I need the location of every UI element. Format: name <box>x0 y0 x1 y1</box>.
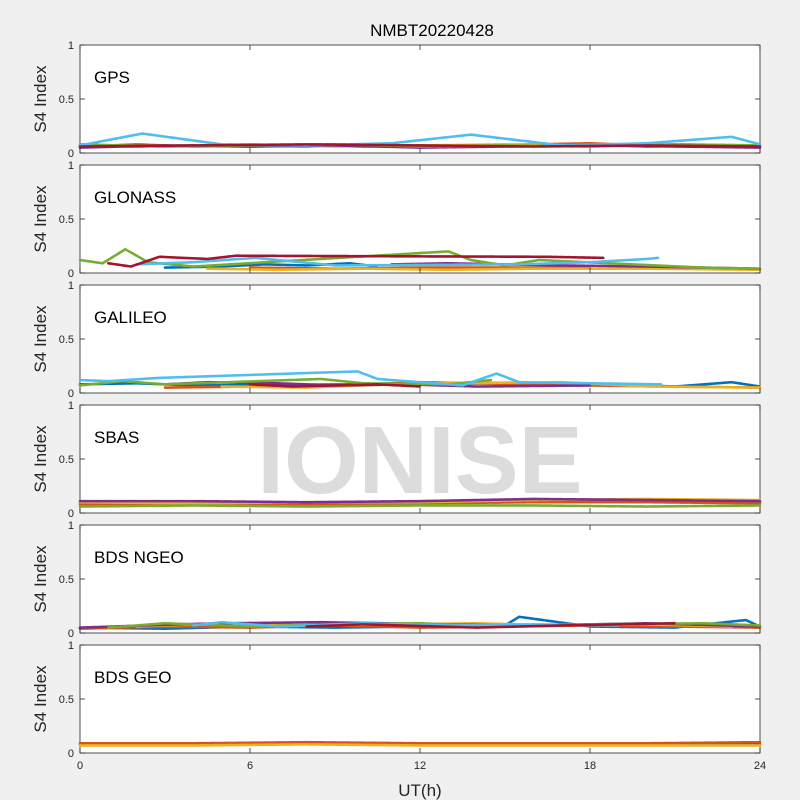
series-line <box>305 621 677 629</box>
y-tick-label: 0 <box>68 628 74 640</box>
plot-area <box>79 524 761 634</box>
series-line <box>78 743 762 747</box>
panel-bds-geo: 0 0.5 1 0 6 12 18 24 BDS GEO S4 Index <box>31 640 766 772</box>
series-line <box>206 267 762 272</box>
panel-label: GLONASS <box>94 188 176 207</box>
y-tick-label: 0 <box>68 388 74 400</box>
y-axis-label: S4 Index <box>31 65 50 133</box>
y-tick-label: 0.5 <box>59 94 74 106</box>
y-tick-label: 0.5 <box>59 334 74 346</box>
panel-gps: 0 0.5 1 GPS S4 Index <box>31 40 762 160</box>
panel-glonass: 0 0.5 1 GLONASS S4 Index <box>31 160 762 280</box>
panel-bds-ngeo: 0 0.5 1 BDS NGEO S4 Index <box>31 520 762 640</box>
series-line <box>78 740 762 745</box>
panel-galileo: 0 0.5 1 GALILEO S4 Index <box>31 280 762 400</box>
y-tick-label: 1 <box>68 40 74 52</box>
y-tick-label: 0.5 <box>59 454 74 466</box>
watermark-text: IONISE <box>257 407 582 514</box>
y-axis-label: S4 Index <box>31 545 50 613</box>
series-line <box>78 497 762 504</box>
panels: 0 0.5 1 GPS S4 Index 0 0.5 1 GLONASS S4 Index 0 0.5… <box>31 40 766 772</box>
panel-label: GALILEO <box>94 308 167 327</box>
y-axis-label: S4 Index <box>31 305 50 373</box>
y-axis-label: S4 Index <box>31 185 50 253</box>
x-axis-label: UT(h) <box>398 781 441 800</box>
panel-sbas: IONISE 0 0.5 1 SBAS S4 Index <box>31 400 762 520</box>
y-tick-label: 1 <box>68 280 74 292</box>
plot-area <box>79 644 761 754</box>
series-line <box>78 132 762 147</box>
series-line <box>135 256 660 267</box>
panel-label: BDS GEO <box>94 668 171 687</box>
y-tick-label: 1 <box>68 160 74 172</box>
panel-label: GPS <box>94 68 130 87</box>
x-tick-label: 24 <box>754 760 766 772</box>
y-tick-label: 0.5 <box>59 214 74 226</box>
plot-area <box>79 44 761 154</box>
y-axis-label: S4 Index <box>31 425 50 493</box>
series-line <box>107 254 606 268</box>
chart-title: NMBT20220428 <box>370 21 494 40</box>
series-line <box>78 143 762 148</box>
plot-area <box>79 164 761 274</box>
panel-label: BDS NGEO <box>94 548 184 567</box>
y-tick-label: 0.5 <box>59 574 74 586</box>
x-tick-label: 0 <box>77 760 83 772</box>
y-tick-label: 0.5 <box>59 694 74 706</box>
plot-area <box>79 404 761 514</box>
plot-area <box>79 284 761 394</box>
panel-label: SBAS <box>94 428 139 447</box>
series-line <box>78 370 663 387</box>
y-tick-label: 1 <box>68 520 74 532</box>
x-tick-label: 12 <box>414 760 426 772</box>
y-tick-label: 1 <box>68 400 74 412</box>
series-line <box>78 624 762 630</box>
y-tick-label: 0 <box>68 748 74 760</box>
series-line <box>78 504 762 508</box>
x-tick-label: 18 <box>584 760 596 772</box>
y-tick-label: 0 <box>68 508 74 520</box>
y-tick-label: 1 <box>68 640 74 652</box>
series-line <box>248 383 422 388</box>
x-tick-label: 6 <box>247 760 253 772</box>
y-tick-label: 0 <box>68 148 74 160</box>
y-tick-label: 0 <box>68 268 74 280</box>
y-axis-label: S4 Index <box>31 665 50 733</box>
